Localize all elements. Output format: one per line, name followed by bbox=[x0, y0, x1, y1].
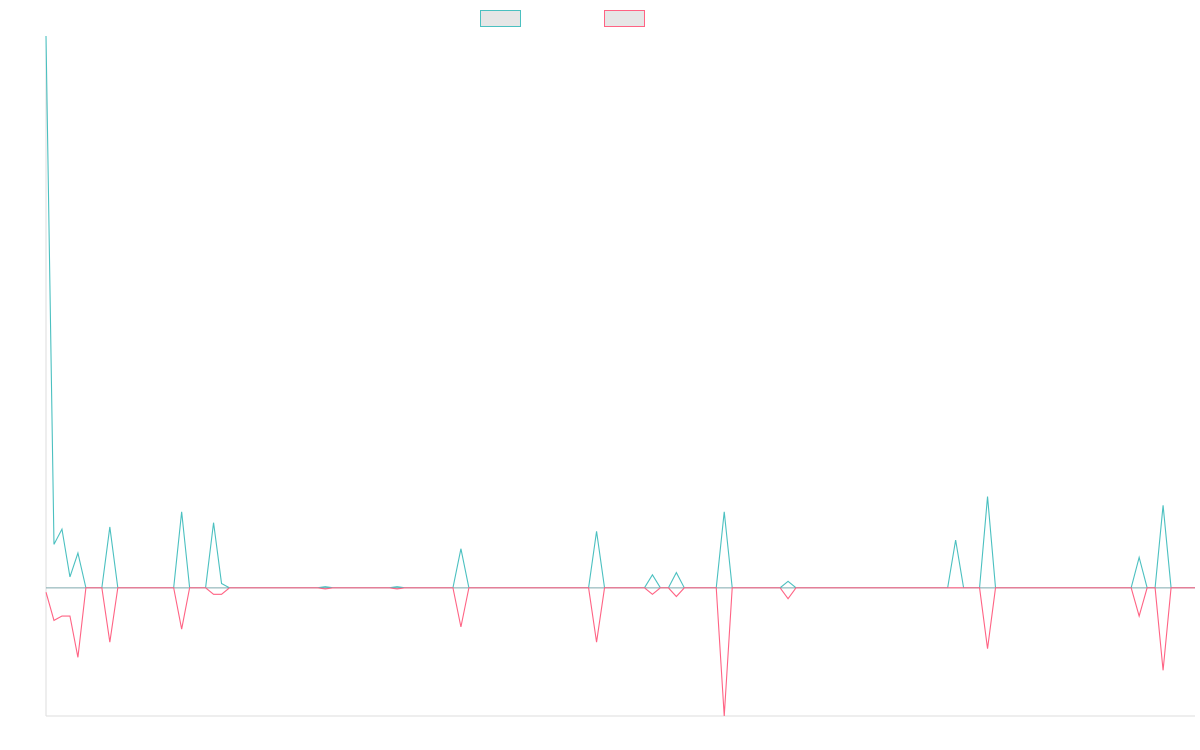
chart-legend bbox=[480, 10, 645, 27]
legend-swatch-2[interactable] bbox=[604, 10, 645, 27]
series-line-1 bbox=[45, 35, 1195, 589]
chart-axes bbox=[45, 36, 1195, 717]
chart-series-layer bbox=[45, 35, 1195, 717]
series-line-2 bbox=[45, 587, 1195, 717]
legend-swatch-1[interactable] bbox=[480, 10, 521, 27]
